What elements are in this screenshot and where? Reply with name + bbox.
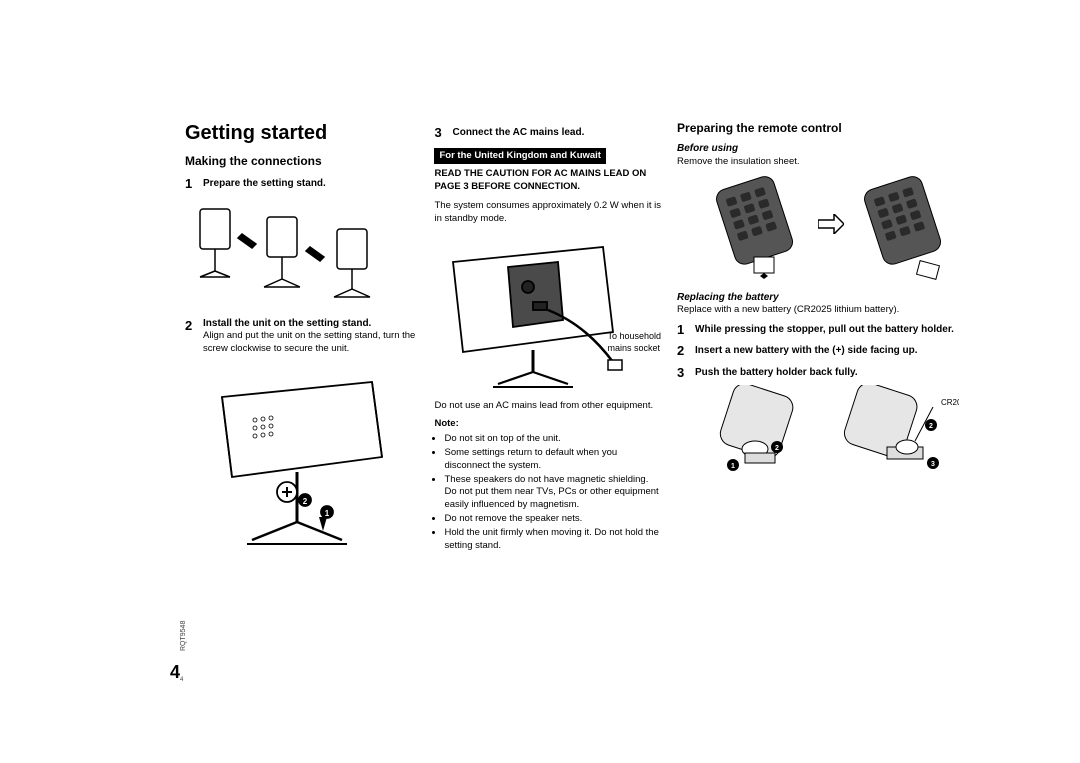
- step-2-number: 2: [185, 317, 197, 356]
- section-remote-control: Preparing the remote control: [677, 120, 985, 136]
- svg-text:1: 1: [731, 463, 735, 470]
- column-1: Getting started Making the connections 1…: [185, 120, 418, 570]
- no-other-equipment: Do not use an AC mains lead from other e…: [434, 400, 661, 413]
- replacing-heading: Replacing the battery: [677, 291, 985, 305]
- page-number: 4: [170, 662, 180, 683]
- doc-code: RQT9548: [180, 621, 187, 651]
- remote-step-2-number: 2: [677, 342, 689, 360]
- remote-step-2-text: Insert a new battery with the (+) side f…: [695, 342, 918, 360]
- remote-step-3-number: 3: [677, 364, 689, 382]
- step-2-text: Install the unit on the setting stand.: [203, 316, 371, 329]
- remote-step-1-number: 1: [677, 321, 689, 339]
- illustration-stand-prepare: [185, 199, 418, 309]
- remote-step-3-text: Push the battery holder back fully.: [695, 364, 858, 382]
- illustration-remote-insulation: [677, 173, 985, 283]
- note-item: Do not sit on top of the unit.: [444, 433, 661, 446]
- note-list: Do not sit on top of the unit. Some sett…: [434, 433, 661, 552]
- socket-label: To household mains socket: [607, 330, 661, 354]
- stand-prepare-svg: [192, 199, 412, 309]
- step-2: 2 Install the unit on the setting stand.…: [185, 317, 418, 356]
- region-box: For the United Kingdom and Kuwait: [434, 148, 606, 165]
- section-making-connections: Making the connections: [185, 153, 418, 169]
- step-1: 1 Prepare the setting stand.: [185, 175, 418, 193]
- before-using-text: Remove the insulation sheet.: [677, 156, 985, 169]
- note-item: Hold the unit firmly when moving it. Do …: [444, 527, 661, 553]
- column-2: 3 Connect the AC mains lead. For the Uni…: [434, 120, 661, 570]
- column-3: Preparing the remote control Before usin…: [677, 120, 985, 570]
- remote-step-2: 2 Insert a new battery with the (+) side…: [677, 342, 985, 360]
- remote-sheet-removed-svg: [850, 173, 960, 283]
- step-1-text: Prepare the setting stand.: [203, 175, 326, 193]
- page-title: Getting started: [185, 120, 418, 147]
- remote-with-sheet-svg: [702, 173, 812, 283]
- remote-step-1-text: While pressing the stopper, pull out the…: [695, 321, 954, 339]
- step-1-number: 1: [185, 175, 197, 193]
- unit-on-stand-svg: 2 1: [197, 362, 407, 562]
- standby-note: The system consumes approximately 0.2 W …: [434, 200, 661, 226]
- svg-text:1: 1: [325, 509, 330, 518]
- arrow-icon: [818, 214, 844, 240]
- step-3-number: 3: [434, 124, 446, 142]
- svg-text:CR2025: CR2025: [941, 398, 959, 407]
- content-columns: Getting started Making the connections 1…: [185, 120, 985, 570]
- note-item: These speakers do not have magnetic shie…: [444, 474, 661, 512]
- step-2-subtext: Align and put the unit on the setting st…: [203, 330, 418, 356]
- note-item: Some settings return to default when you…: [444, 447, 661, 473]
- remote-battery-2-svg: 2 3 CR2025: [829, 385, 959, 475]
- remote-step-3: 3 Push the battery holder back fully.: [677, 364, 985, 382]
- ac-mains-svg: [438, 232, 658, 392]
- svg-text:2: 2: [775, 445, 779, 452]
- note-heading: Note:: [434, 418, 661, 431]
- step-3-text: Connect the AC mains lead.: [452, 124, 584, 142]
- region-caution: READ THE CAUTION FOR AC MAINS LEAD ON PA…: [434, 168, 661, 194]
- manual-page: Getting started Making the connections 1…: [0, 0, 1080, 763]
- remote-battery-1-svg: 1 2: [703, 385, 823, 475]
- replacing-text: Replace with a new battery (CR2025 lithi…: [677, 304, 985, 317]
- illustration-ac-mains: To household mains socket: [434, 232, 661, 392]
- illustration-unit-on-stand: 2 1: [185, 362, 418, 562]
- before-using-heading: Before using: [677, 142, 985, 156]
- illustration-battery-replace: 1 2 2 3 CR2025: [677, 385, 985, 475]
- svg-text:3: 3: [931, 461, 935, 468]
- step-3: 3 Connect the AC mains lead.: [434, 124, 661, 142]
- remote-step-1: 1 While pressing the stopper, pull out t…: [677, 321, 985, 339]
- doc-tiny: 4: [180, 677, 183, 683]
- note-item: Do not remove the speaker nets.: [444, 513, 661, 526]
- svg-text:2: 2: [303, 497, 308, 506]
- svg-text:2: 2: [929, 423, 933, 430]
